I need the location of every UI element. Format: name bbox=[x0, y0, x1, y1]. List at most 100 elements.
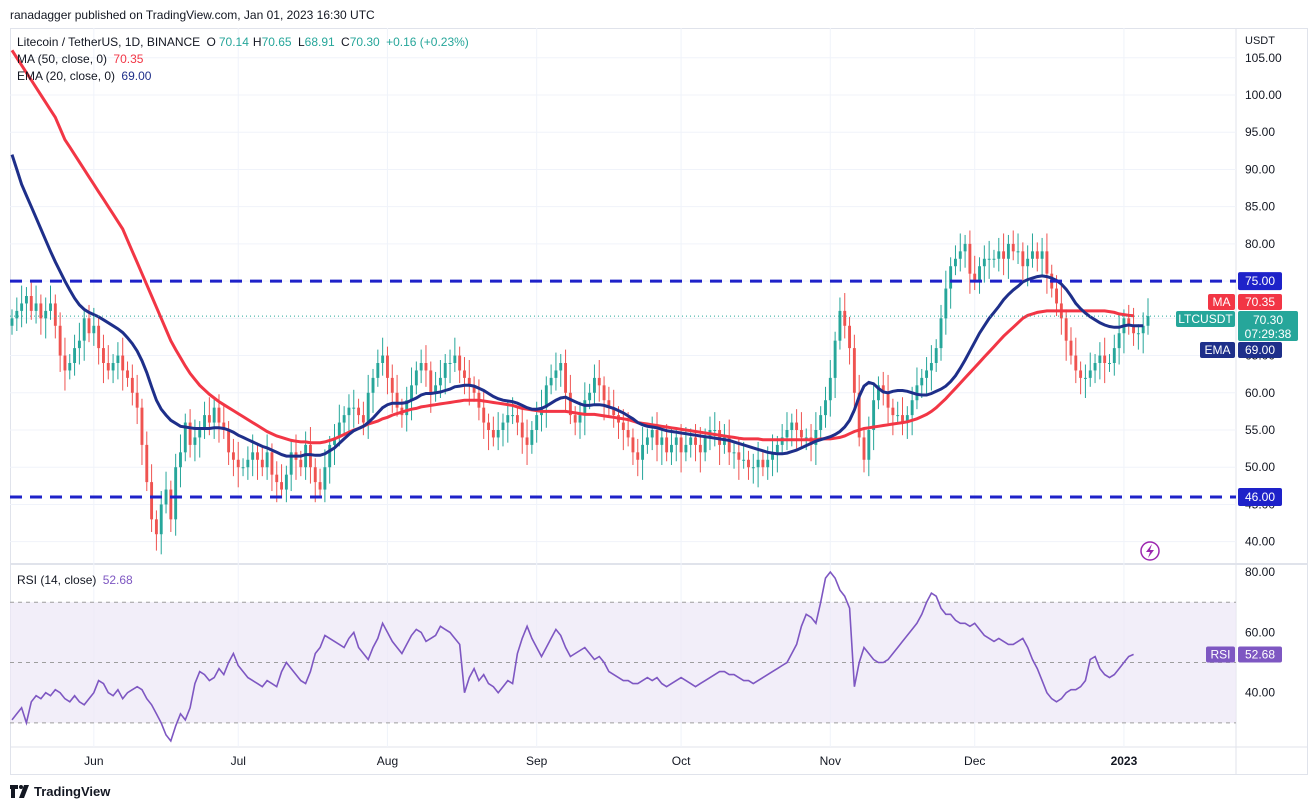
candle bbox=[106, 345, 110, 380]
candle-body bbox=[766, 459, 770, 468]
candle-body bbox=[458, 355, 462, 371]
price-tick-label: 105.00 bbox=[1245, 51, 1282, 65]
open-value: 70.14 bbox=[218, 35, 249, 49]
time-tick-label: Jul bbox=[231, 754, 246, 768]
candle bbox=[256, 443, 259, 480]
high-value: 70.65 bbox=[261, 35, 292, 49]
candle bbox=[592, 364, 596, 406]
candle-body bbox=[1088, 370, 1092, 378]
candle-body bbox=[323, 467, 327, 490]
candle-body bbox=[1011, 243, 1015, 252]
candle-body bbox=[799, 430, 803, 438]
candle-body bbox=[636, 452, 640, 460]
candle-body bbox=[674, 437, 678, 445]
candle bbox=[357, 398, 361, 425]
candle bbox=[958, 233, 962, 272]
candle-body bbox=[506, 415, 510, 423]
candle bbox=[159, 491, 163, 555]
price-tick-label: 80.00 bbox=[1245, 237, 1275, 251]
candle-body bbox=[621, 422, 625, 430]
chart-frame[interactable] bbox=[10, 28, 1308, 775]
candle-body bbox=[742, 459, 746, 461]
candle-body bbox=[73, 348, 77, 363]
rsi-legend[interactable]: RSI (14, close) 52.68 bbox=[17, 573, 136, 587]
candle-body bbox=[515, 415, 519, 423]
time-tick-label: Oct bbox=[672, 754, 691, 768]
candle bbox=[891, 398, 895, 436]
time-axis[interactable]: Jun Jul Aug Sep Oct Nov Dec 2023 bbox=[84, 754, 1137, 768]
ma-legend[interactable]: MA (50, close, 0) 70.35 bbox=[17, 52, 146, 66]
candle-body bbox=[684, 444, 688, 453]
candle-body bbox=[660, 437, 664, 445]
ema-tag-badge-bg bbox=[1200, 342, 1235, 358]
candle-body bbox=[24, 296, 28, 304]
support-resistance-levels[interactable] bbox=[10, 279, 1236, 499]
candle bbox=[482, 389, 486, 439]
candle-body bbox=[212, 407, 216, 423]
candle bbox=[1117, 315, 1121, 365]
candle bbox=[284, 465, 288, 503]
flash-icon[interactable] bbox=[1140, 541, 1160, 561]
candle-body bbox=[525, 437, 529, 445]
candle bbox=[559, 354, 563, 387]
ema-legend[interactable]: EMA (20, close, 0) 69.00 bbox=[17, 69, 154, 83]
candle bbox=[896, 401, 900, 425]
candle-body bbox=[337, 422, 341, 438]
candle bbox=[578, 401, 582, 439]
indicator-lines bbox=[10, 49, 1236, 743]
candle-body bbox=[299, 459, 303, 468]
candle bbox=[487, 413, 490, 451]
candle bbox=[145, 431, 149, 492]
candle bbox=[713, 412, 717, 447]
candle bbox=[978, 257, 981, 294]
symbol-legend[interactable]: Litecoin / TetherUS, 1D, BINANCE O 70.14 H… bbox=[17, 35, 472, 49]
candle bbox=[737, 438, 741, 480]
candle-body bbox=[434, 385, 438, 393]
candle bbox=[395, 374, 399, 417]
candle-body bbox=[978, 266, 981, 282]
high-label: H bbox=[252, 35, 262, 49]
candle-body bbox=[785, 430, 789, 438]
rsi-axis[interactable]: 40.00 60.00 80.00 bbox=[1245, 565, 1275, 700]
candle-body bbox=[174, 467, 178, 520]
candle-body bbox=[381, 355, 385, 363]
price-tick-label: 100.00 bbox=[1245, 88, 1282, 102]
candle-body bbox=[958, 251, 962, 259]
candle-body bbox=[626, 430, 630, 438]
symbol-title: Litecoin / TetherUS, 1D, BINANCE bbox=[17, 35, 201, 49]
candle bbox=[1064, 309, 1068, 361]
candle bbox=[997, 237, 1001, 272]
candle-body bbox=[222, 422, 226, 430]
candle bbox=[121, 337, 125, 391]
rsi-legend-label: RSI (14, close) bbox=[17, 573, 97, 587]
footer-brand[interactable]: TradingView bbox=[10, 784, 110, 799]
low-value: 68.91 bbox=[304, 35, 335, 49]
candle bbox=[419, 349, 423, 384]
candle-body bbox=[482, 407, 486, 423]
candle-body bbox=[973, 273, 977, 282]
candle-body bbox=[1108, 363, 1111, 364]
candle-body bbox=[1002, 251, 1006, 259]
candle-body bbox=[934, 348, 938, 363]
candle-body bbox=[1045, 251, 1049, 274]
candle-body bbox=[564, 363, 568, 393]
ema-legend-label: EMA (20, close, 0) bbox=[17, 69, 116, 83]
candle bbox=[636, 438, 640, 477]
candle-body bbox=[270, 452, 274, 475]
level-high-badge-text: 75.00 bbox=[1245, 274, 1275, 288]
candle bbox=[1035, 242, 1039, 272]
candle-body bbox=[554, 370, 558, 378]
candle-body bbox=[1055, 288, 1058, 304]
candle-body bbox=[1112, 348, 1116, 363]
candle-body bbox=[732, 452, 736, 454]
candle-body bbox=[251, 452, 255, 460]
candle bbox=[1088, 352, 1092, 387]
candle-body bbox=[1021, 251, 1025, 267]
candle-body bbox=[256, 452, 259, 460]
candle bbox=[73, 334, 77, 376]
candle-body bbox=[289, 452, 293, 475]
candle bbox=[554, 352, 558, 391]
candle bbox=[987, 240, 991, 279]
candle bbox=[732, 443, 736, 469]
